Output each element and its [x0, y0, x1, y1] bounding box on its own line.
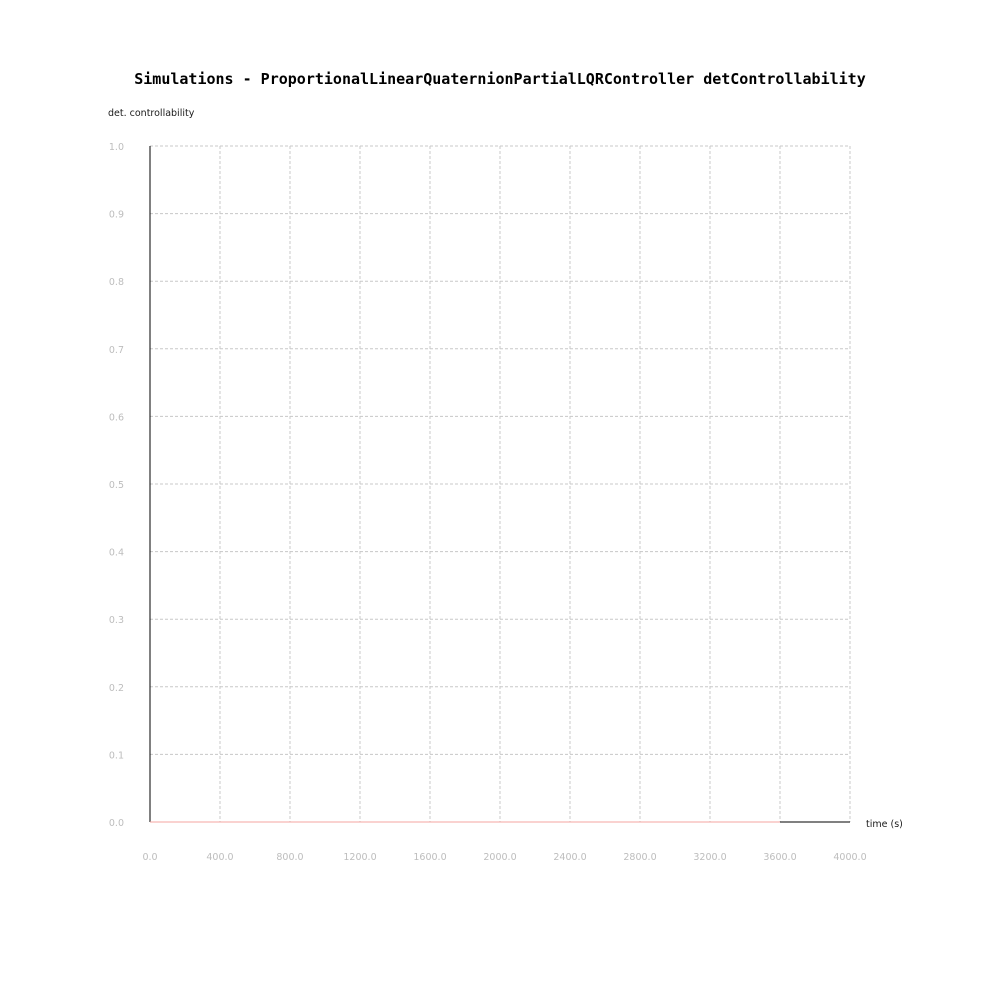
y-axis-label: det. controllability: [108, 108, 195, 119]
grid: [150, 145, 851, 822]
x-tick-label: 800.0: [276, 852, 303, 863]
y-tick-label: 0.6: [109, 412, 124, 423]
y-tick-label: 0.4: [109, 548, 124, 559]
x-tick-label: 400.0: [206, 852, 233, 863]
x-tick-label: 0.0: [142, 852, 157, 863]
y-tick-label: 0.8: [109, 277, 124, 288]
x-tick-label: 1200.0: [343, 852, 376, 863]
x-tick-label: 1600.0: [413, 852, 446, 863]
y-tick-label: 0.3: [109, 615, 124, 626]
x-tick-label: 3200.0: [693, 852, 726, 863]
x-tick-label: 2000.0: [483, 852, 516, 863]
x-axis-label: time (s): [866, 819, 903, 830]
x-tick-label: 2400.0: [553, 852, 586, 863]
y-tick-label: 0.2: [109, 683, 124, 694]
x-tick-label: 3600.0: [763, 852, 796, 863]
y-tick-label: 0.1: [109, 750, 124, 761]
chart-title: Simulations - ProportionalLinearQuaterni…: [134, 70, 866, 88]
x-tick-label: 4000.0: [833, 852, 866, 863]
tick-labels: 0.0 400.0 800.0 1200.0 1600.0 2000.0 2400.0 280…: [109, 142, 867, 863]
y-tick-label: 0.0: [109, 818, 124, 829]
x-tick-label: 2800.0: [623, 852, 656, 863]
y-tick-label: 0.7: [109, 345, 124, 356]
y-tick-label: 0.5: [109, 480, 124, 491]
y-tick-label: 1.0: [109, 142, 124, 153]
y-tick-label: 0.9: [109, 210, 124, 221]
